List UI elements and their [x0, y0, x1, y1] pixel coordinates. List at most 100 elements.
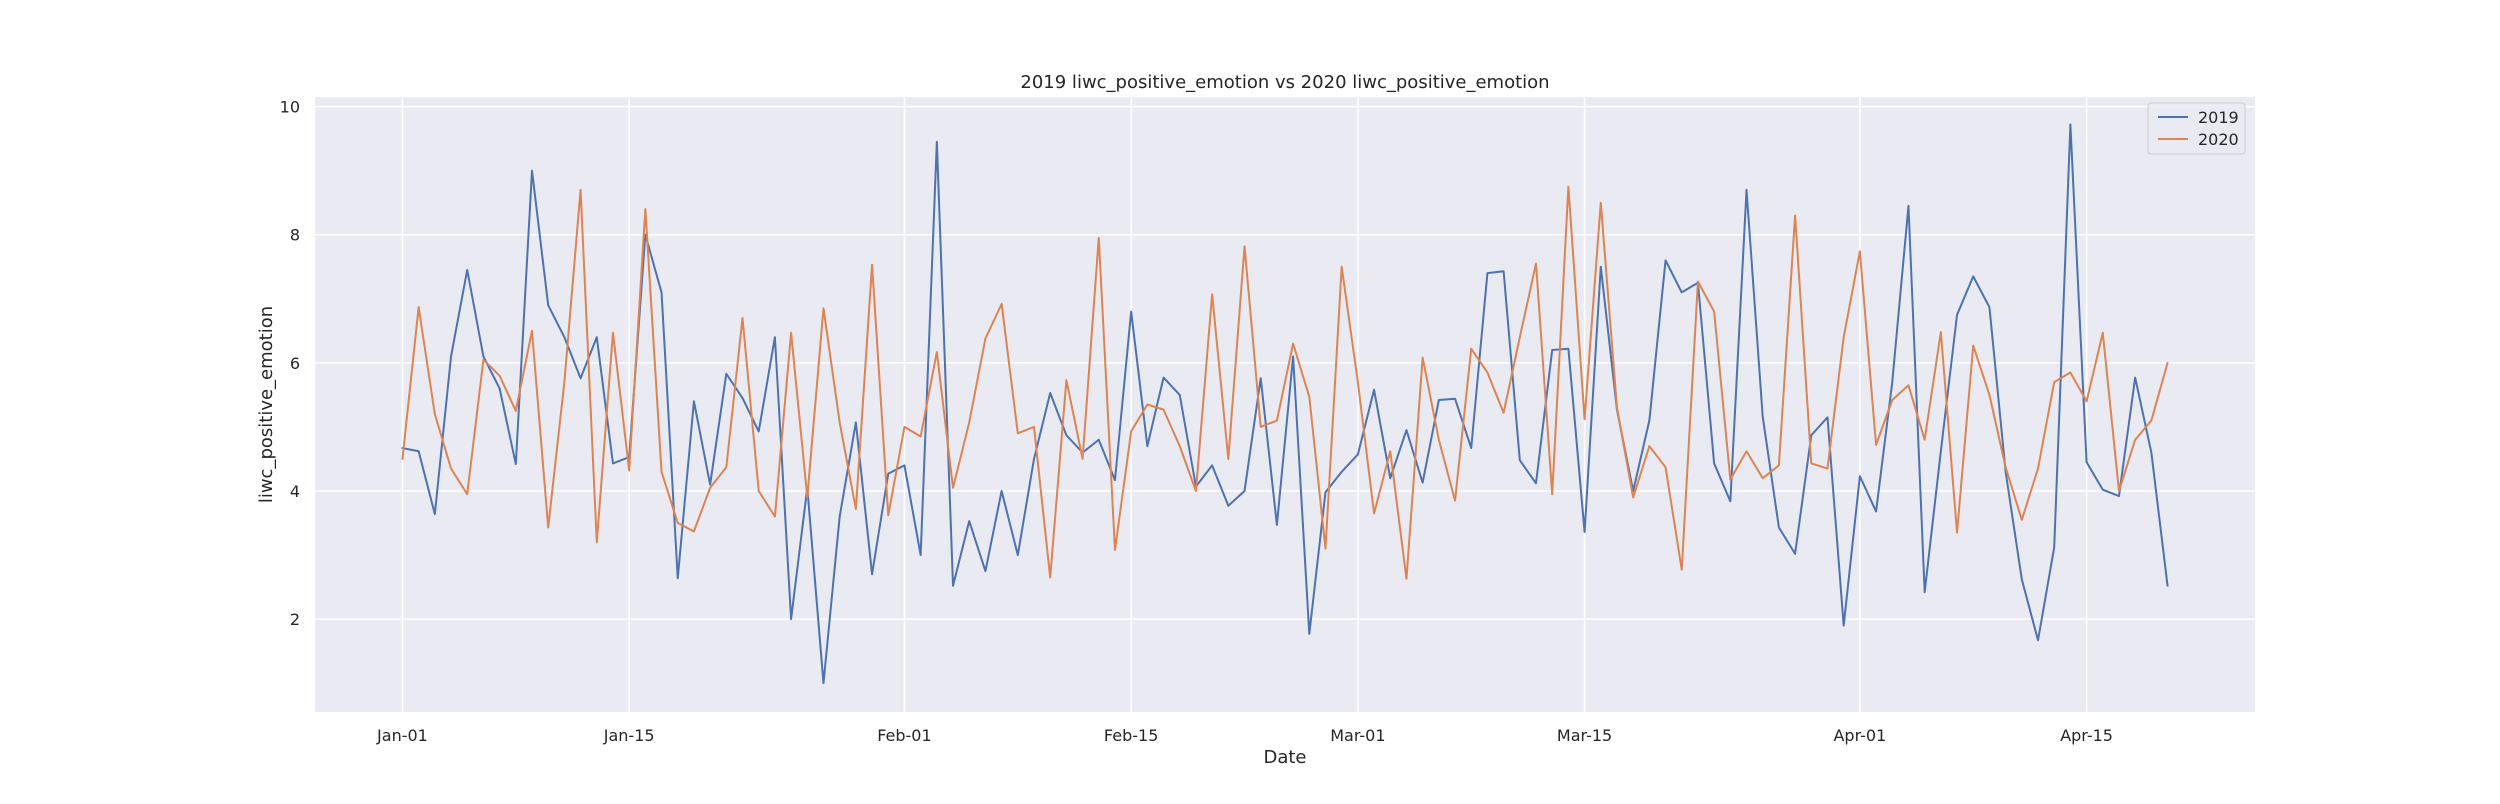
data-point: [774, 336, 776, 338]
data-point: [1503, 270, 1505, 272]
data-point: [1341, 471, 1343, 473]
data-point: [1907, 205, 1909, 207]
data-point: [1648, 420, 1650, 422]
legend-label-2019: 2019: [2198, 108, 2239, 127]
data-point: [709, 484, 711, 486]
data-point: [450, 355, 452, 357]
data-point: [482, 359, 484, 361]
data-point: [1924, 439, 1926, 441]
data-point: [758, 430, 760, 432]
data-point: [1584, 418, 1586, 420]
data-point: [1778, 464, 1780, 466]
data-point: [903, 464, 905, 466]
data-point: [952, 487, 954, 489]
data-point: [499, 375, 501, 377]
data-point: [1551, 493, 1553, 495]
x-tick-label: Apr-01: [1833, 726, 1886, 745]
data-point: [1049, 576, 1051, 578]
data-point: [418, 450, 420, 452]
chart-title: 2019 liwc_positive_emotion vs 2020 liwc_…: [1020, 72, 1549, 93]
data-point: [612, 462, 614, 464]
data-point: [2037, 639, 2039, 641]
data-point: [1405, 429, 1407, 431]
data-point: [887, 514, 889, 516]
data-point: [1308, 396, 1310, 398]
data-point: [1551, 349, 1553, 351]
series-lines: [401, 123, 2169, 685]
data-point: [1389, 477, 1391, 479]
data-point: [1422, 482, 1424, 484]
data-point: [790, 332, 792, 334]
data-point: [1211, 464, 1213, 466]
data-point: [2150, 420, 2152, 422]
data-point: [1082, 458, 1084, 460]
legend: 2019 2020: [2147, 102, 2246, 155]
data-point: [1308, 633, 1310, 635]
data-point: [871, 573, 873, 575]
data-point: [2053, 546, 2055, 548]
data-point: [563, 336, 565, 338]
data-point: [580, 189, 582, 191]
data-point: [1697, 281, 1699, 283]
x-tick-label: Mar-01: [1330, 726, 1385, 745]
data-point: [612, 332, 614, 334]
data-point: [2069, 124, 2071, 126]
data-point: [677, 577, 679, 579]
data-point: [2118, 495, 2120, 497]
data-point: [2167, 362, 2169, 364]
data-point: [1114, 549, 1116, 551]
data-point: [1681, 291, 1683, 293]
data-point: [1324, 548, 1326, 550]
data-point: [466, 269, 468, 271]
data-point: [1486, 371, 1488, 373]
data-point: [968, 421, 970, 423]
data-point: [1535, 263, 1537, 265]
data-point: [1762, 477, 1764, 479]
data-point: [1098, 237, 1100, 239]
data-point: [742, 397, 744, 399]
data-point: [1195, 490, 1197, 492]
data-point: [984, 570, 986, 572]
data-point: [1065, 379, 1067, 381]
data-point: [984, 338, 986, 340]
data-point: [1260, 377, 1262, 379]
data-point: [1146, 445, 1148, 447]
data-point: [1988, 394, 1990, 396]
data-point: [1341, 266, 1343, 268]
data-point: [1454, 398, 1456, 400]
data-point: [1907, 384, 1909, 386]
data-point: [1843, 336, 1845, 338]
data-point: [2134, 439, 2136, 441]
data-point: [1405, 578, 1407, 580]
data-point: [1227, 458, 1229, 460]
data-point: [1600, 266, 1602, 268]
data-point: [920, 554, 922, 556]
grid-lines: [315, 97, 2255, 712]
data-point: [2167, 585, 2169, 587]
data-point: [871, 264, 873, 266]
data-point: [1324, 491, 1326, 493]
y-axis-label: liwc_positive_emotion: [256, 306, 277, 503]
data-point: [2086, 461, 2088, 463]
data-point: [1810, 462, 1812, 464]
y-tick-label: 10: [280, 98, 300, 117]
data-point: [725, 466, 727, 468]
data-point: [2021, 519, 2023, 521]
data-point: [1584, 531, 1586, 533]
series-line-2019: [401, 123, 2169, 685]
data-point: [466, 493, 468, 495]
data-point: [758, 490, 760, 492]
data-point: [2037, 468, 2039, 470]
data-point: [401, 458, 403, 460]
data-point: [693, 400, 695, 402]
data-point: [644, 208, 646, 210]
data-point: [1033, 426, 1035, 428]
data-point: [661, 291, 663, 293]
data-point: [1049, 392, 1051, 394]
x-tick-label: Jan-01: [376, 726, 428, 745]
y-tick-label: 2: [290, 610, 300, 629]
data-point: [1163, 409, 1165, 411]
data-point: [1357, 453, 1359, 455]
x-tick-label: Apr-15: [2060, 726, 2113, 745]
